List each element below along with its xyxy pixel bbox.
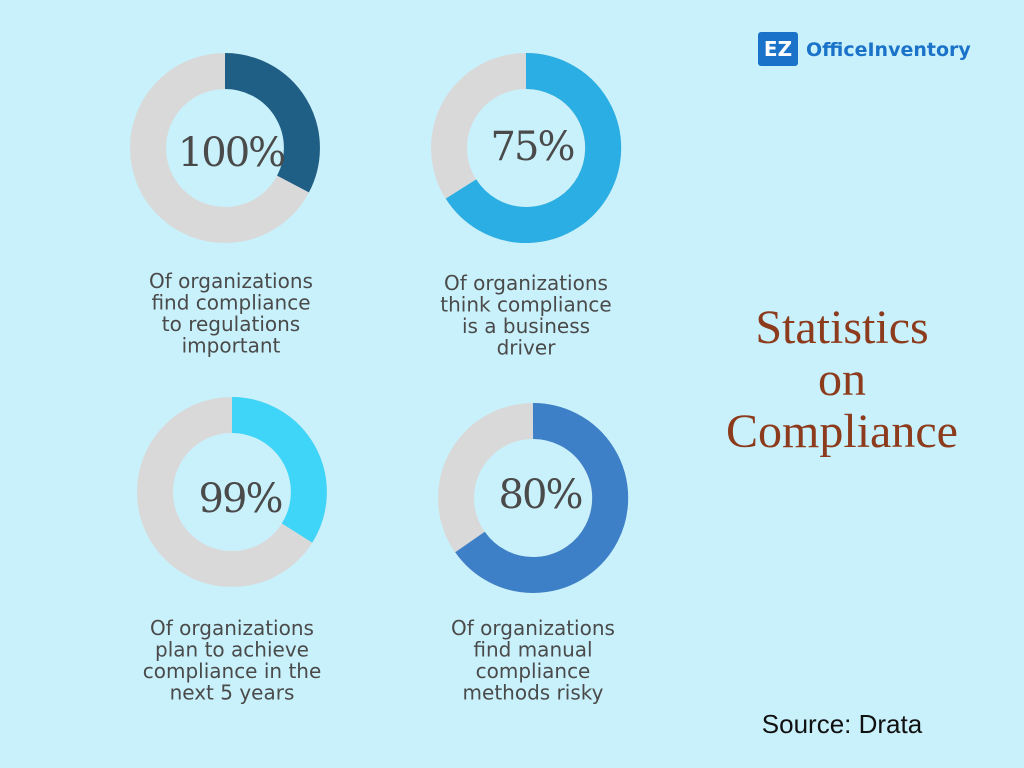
stat-caption: is a business (462, 314, 590, 338)
stat-caption: methods risky (463, 681, 604, 705)
stat-caption: important (182, 334, 281, 358)
donut-arc (455, 402, 629, 593)
stat-value: 80% (499, 472, 582, 518)
donut-arc (224, 53, 320, 193)
logo-box (758, 32, 798, 66)
stat-caption: compliance in the (143, 659, 322, 683)
stat-caption: driver (497, 336, 557, 360)
stat-caption: next 5 years (170, 681, 295, 705)
stat-value: 100% (178, 130, 284, 176)
stat-caption: plan to achieve (155, 638, 309, 662)
stat-caption: Of organizations (444, 271, 608, 295)
stat-caption: compliance (476, 659, 591, 683)
logo-mark: EZ (764, 37, 792, 61)
stat-value: 75% (491, 124, 574, 170)
stat-caption: find compliance (151, 291, 310, 315)
stat-caption: Of organizations (150, 616, 314, 640)
logo-name: OfficeInventory (806, 39, 971, 61)
donut-arc (445, 52, 622, 243)
stat-value: 99% (199, 476, 282, 522)
title-line: Compliance (726, 405, 958, 458)
donut-arc (231, 397, 327, 543)
stat-caption: Of organizations (149, 269, 313, 293)
title-line: on (818, 353, 866, 406)
title-line: Statistics (755, 301, 928, 354)
stat-caption: Of organizations (451, 616, 615, 640)
stat-caption: find manual (473, 638, 592, 662)
source: Source: Drata (762, 709, 923, 739)
stat-caption: think compliance (440, 293, 611, 317)
stat-caption: to regulations (162, 312, 300, 336)
